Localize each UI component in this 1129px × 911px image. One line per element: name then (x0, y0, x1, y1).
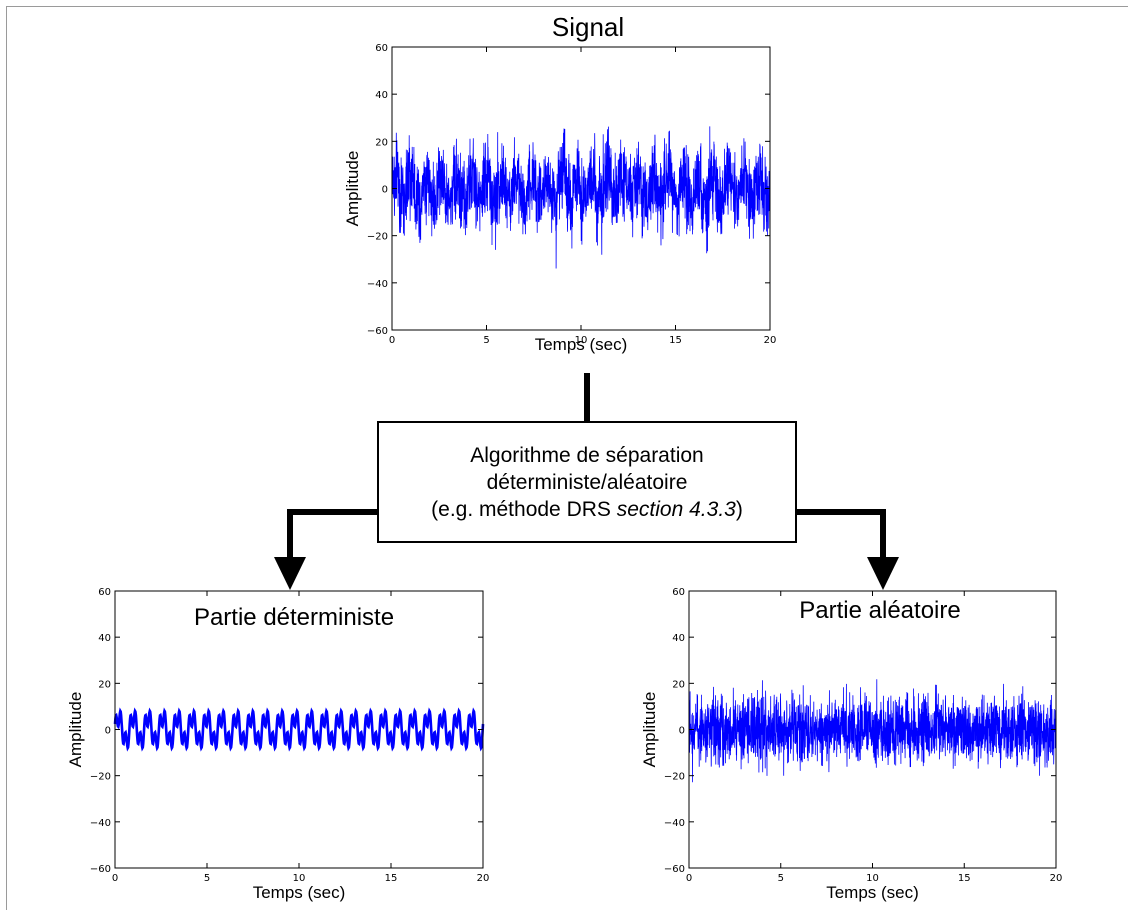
x-tick-label: 15 (669, 335, 682, 346)
chart-signal: 0 5 10 15 20 60 40 20 0 −20 −40 −60 Signal Temps (sec… (343, 12, 776, 354)
x-tick-label: 0 (686, 873, 692, 884)
y-tick-label: −20 (367, 232, 388, 243)
x-axis-label: Temps (sec) (535, 335, 628, 354)
x-tick-label: 5 (204, 873, 210, 884)
algorithm-line-3-post: ) (735, 497, 743, 521)
chart-deterministic: 0 5 10 15 20 60 40 20 0 −20 −40 −60 Partie détermini… (66, 587, 489, 902)
x-tick-label: 10 (866, 873, 879, 884)
y-tick-label: 60 (375, 43, 388, 54)
y-axis-label: Amplitude (66, 692, 85, 768)
y-tick-label: 40 (672, 633, 685, 644)
y-tick-label: 40 (98, 633, 111, 644)
y-tick-label: −60 (367, 326, 388, 337)
connector-left (287, 509, 377, 560)
x-tick-label: 20 (477, 873, 490, 884)
connectors (274, 373, 899, 590)
y-tick-label: −40 (367, 279, 388, 290)
x-tick-label: 5 (483, 335, 489, 346)
series-signal (391, 126, 771, 269)
y-tick-label: 40 (375, 90, 388, 101)
y-axis-label: Amplitude (640, 692, 659, 768)
y-tick-label: 60 (98, 587, 111, 598)
arrowhead-right (867, 557, 899, 590)
x-tick-label: 15 (385, 873, 398, 884)
algorithm-line-3-pre: (e.g. méthode DRS (431, 497, 617, 521)
x-tick-label: 0 (389, 335, 395, 346)
y-tick-label: 0 (105, 726, 111, 737)
x-axis-label: Temps (sec) (826, 883, 919, 902)
x-tick-label: 5 (778, 873, 784, 884)
algorithm-section-ref: section 4.3.3 (616, 497, 736, 521)
y-tick-label: −20 (90, 772, 111, 783)
connector-right (797, 509, 886, 560)
y-tick-label: −20 (664, 772, 685, 783)
series-deterministic (113, 707, 485, 752)
chart-title-random: Partie aléatoire (799, 597, 960, 624)
y-tick-label: 0 (679, 726, 685, 737)
x-tick-label: 10 (293, 873, 306, 884)
arrowhead-left (274, 557, 306, 590)
algorithm-line-3: (e.g. méthode DRS section 4.3.3) (379, 496, 795, 523)
chart-title-signal: Signal (552, 12, 624, 42)
algorithm-line-2: déterministe/aléatoire (486, 470, 688, 494)
x-tick-label: 20 (764, 335, 777, 346)
y-tick-label: 20 (672, 679, 685, 690)
x-tick-label: 20 (1050, 873, 1063, 884)
x-tick-label: 10 (575, 335, 588, 346)
figure-frame (6, 6, 1128, 910)
y-tick-label: 20 (98, 679, 111, 690)
y-tick-label: 0 (382, 185, 388, 196)
series-random (688, 679, 1057, 783)
separation-algorithm-box: Algorithme de séparation déterministe/al… (377, 421, 797, 543)
y-axis-label: Amplitude (343, 151, 362, 227)
y-tick-label: −40 (90, 818, 111, 829)
chart-random: 0 5 10 15 20 60 40 20 0 −20 −40 −60 Partie aléatoire… (640, 587, 1062, 902)
y-tick-label: 20 (375, 137, 388, 148)
algorithm-line-1: Algorithme de séparation (470, 443, 704, 467)
y-tick-label: −60 (90, 864, 111, 875)
y-tick-label: 60 (672, 587, 685, 598)
chart-title-deterministic: Partie déterministe (194, 604, 394, 631)
y-tick-label: −60 (664, 864, 685, 875)
x-tick-label: 0 (112, 873, 118, 884)
x-tick-label: 15 (958, 873, 971, 884)
y-tick-label: −40 (664, 818, 685, 829)
x-axis-label: Temps (sec) (253, 883, 346, 902)
